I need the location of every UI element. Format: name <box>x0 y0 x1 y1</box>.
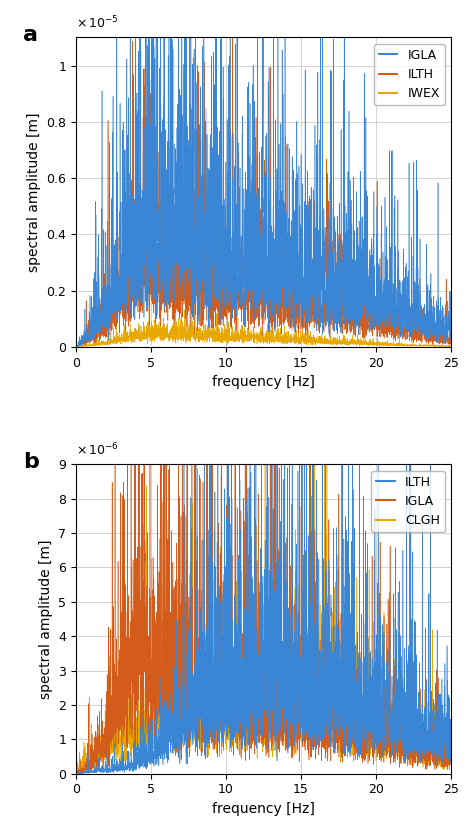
Y-axis label: spectral amplitude [m]: spectral amplitude [m] <box>27 112 41 272</box>
X-axis label: frequency [Hz]: frequency [Hz] <box>212 802 315 816</box>
Legend: IGLA, ILTH, IWEX: IGLA, ILTH, IWEX <box>374 44 445 106</box>
Text: $\times\,10^{-5}$: $\times\,10^{-5}$ <box>76 15 118 32</box>
X-axis label: frequency [Hz]: frequency [Hz] <box>212 375 315 389</box>
Text: $\times\,10^{-6}$: $\times\,10^{-6}$ <box>76 441 119 458</box>
Legend: ILTH, IGLA, CLGH: ILTH, IGLA, CLGH <box>371 470 445 532</box>
Y-axis label: spectral amplitude [m]: spectral amplitude [m] <box>39 539 53 699</box>
Text: a: a <box>23 25 38 45</box>
Text: b: b <box>23 452 39 472</box>
